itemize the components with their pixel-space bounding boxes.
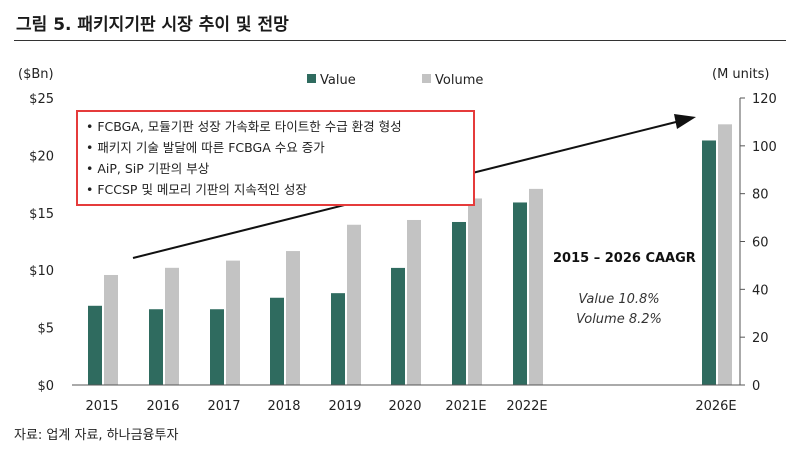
callout-box: • FCBGA, 모듈기판 성장 가속화로 타이트한 수급 환경 형성 • 패키… [76,110,475,206]
bar-value-2026E [702,140,716,385]
bar-value-2018 [270,297,284,385]
cagr-volume: Volume 8.2% [576,312,662,327]
bar-value-2017 [210,309,224,385]
left-axis-tick-label: $15 [29,207,54,222]
right-axis-tick-label: 80 [752,188,769,203]
right-axis-tick-label: 0 [752,379,760,394]
legend: Value Volume [307,73,483,88]
cagr-title: 2015 – 2026 CAAGR [553,251,696,266]
left-axis-ticks: $0 $5 $10 $15 $20 $25 [29,92,54,394]
callout-line-3: • AiP, SiP 기판의 부상 [86,161,210,176]
bar-volume-2021E [468,198,482,385]
legend-label-value: Value [320,73,356,88]
bar-volume-2020 [407,219,421,385]
bars [88,124,732,385]
x-axis-label: 2018 [267,399,300,414]
bar-volume-2016 [165,267,179,385]
bar-value-2015 [88,305,102,385]
bar-volume-2022E [529,188,543,385]
right-axis-ticks: 0 20 40 60 80 100 120 [740,92,777,394]
right-axis-tick-label: 20 [752,331,769,346]
x-axis-label: 2022E [506,399,547,414]
left-axis-tick-label: $20 [29,149,54,164]
left-axis-tick-label: $0 [37,379,54,394]
bar-volume-2018 [286,251,300,385]
bar-volume-2019 [347,224,361,385]
bar-value-2016 [149,309,163,385]
right-axis-tick-label: 100 [752,140,777,155]
figure-title: 그림 5. 패키지기판 시장 추이 및 전망 [16,15,289,35]
right-axis-unit: (M units) [712,67,769,82]
legend-swatch-volume [422,74,431,83]
right-axis-tick-label: 40 [752,283,769,298]
x-axis-label: 2016 [146,399,179,414]
bar-value-2020 [391,267,405,385]
x-axis-label: 2026E [695,399,736,414]
x-axis-label: 2021E [445,399,486,414]
bar-volume-2017 [226,260,240,385]
right-axis-tick-label: 60 [752,236,769,251]
x-axis-label: 2017 [207,399,240,414]
x-axis-labels: 2015 2016 2017 2018 2019 2020 2021E 2022E 2026E [85,399,736,414]
bar-value-2021E [452,221,466,385]
source-note: 자료: 업계 자료, 하나금융투자 [14,428,179,443]
bar-value-2022E [513,202,527,385]
x-axis-label: 2015 [85,399,118,414]
right-axis-tick-label: 120 [752,92,777,107]
arrow-head [674,114,696,129]
left-axis-tick-label: $10 [29,264,54,279]
title-divider [14,40,786,41]
callout-line-2: • 패키지 기술 발달에 따른 FCBGA 수요 증가 [86,140,325,155]
bar-value-2019 [331,293,345,385]
left-axis-unit: ($Bn) [18,67,54,82]
legend-label-volume: Volume [435,73,483,88]
left-axis-tick-label: $5 [37,322,54,337]
bar-volume-2015 [104,274,118,385]
cagr-annotation: 2015 – 2026 CAAGR Value 10.8% Volume 8.2… [553,251,696,327]
callout-line-1: • FCBGA, 모듈기판 성장 가속화로 타이트한 수급 환경 형성 [86,119,402,134]
x-axis-label: 2020 [388,399,421,414]
legend-swatch-value [307,74,316,83]
x-axis-label: 2019 [328,399,361,414]
left-axis-tick-label: $25 [29,92,54,107]
bar-volume-2026E [718,124,732,385]
cagr-value: Value 10.8% [578,292,659,307]
callout-line-4: • FCCSP 및 메모리 기판의 지속적인 성장 [86,182,307,197]
